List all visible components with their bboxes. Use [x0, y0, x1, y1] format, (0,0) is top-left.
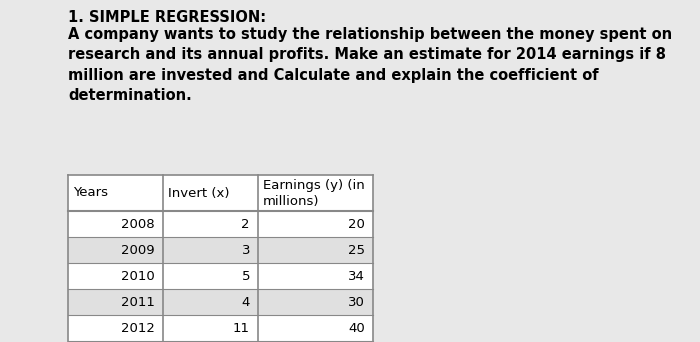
Text: 40: 40	[349, 321, 365, 334]
Bar	[68, 289, 373, 315]
Text: 3: 3	[241, 244, 250, 256]
Text: 34: 34	[348, 269, 365, 282]
Text: Invert (x): Invert (x)	[168, 186, 230, 199]
Bar	[68, 175, 373, 342]
Bar	[68, 263, 373, 289]
Text: Earnings (y) (in
millions): Earnings (y) (in millions)	[263, 179, 365, 208]
Text: Years: Years	[73, 186, 108, 199]
Text: 2008: 2008	[121, 218, 155, 231]
Text: 4: 4	[241, 295, 250, 308]
Bar	[68, 237, 373, 263]
Bar	[68, 341, 373, 342]
Text: 2010: 2010	[121, 269, 155, 282]
Text: A company wants to study the relationship between the money spent on
research an: A company wants to study the relationshi…	[68, 27, 672, 103]
Text: 2012: 2012	[121, 321, 155, 334]
Text: 20: 20	[348, 218, 365, 231]
Text: 25: 25	[348, 244, 365, 256]
Text: 1. SIMPLE REGRESSION:: 1. SIMPLE REGRESSION:	[68, 10, 266, 25]
Text: 2009: 2009	[121, 244, 155, 256]
Bar	[68, 315, 373, 341]
Bar	[68, 211, 373, 237]
Text: 5: 5	[241, 269, 250, 282]
Text: 30: 30	[348, 295, 365, 308]
Text: 11: 11	[233, 321, 250, 334]
Text: 2011: 2011	[121, 295, 155, 308]
Text: 2: 2	[241, 218, 250, 231]
